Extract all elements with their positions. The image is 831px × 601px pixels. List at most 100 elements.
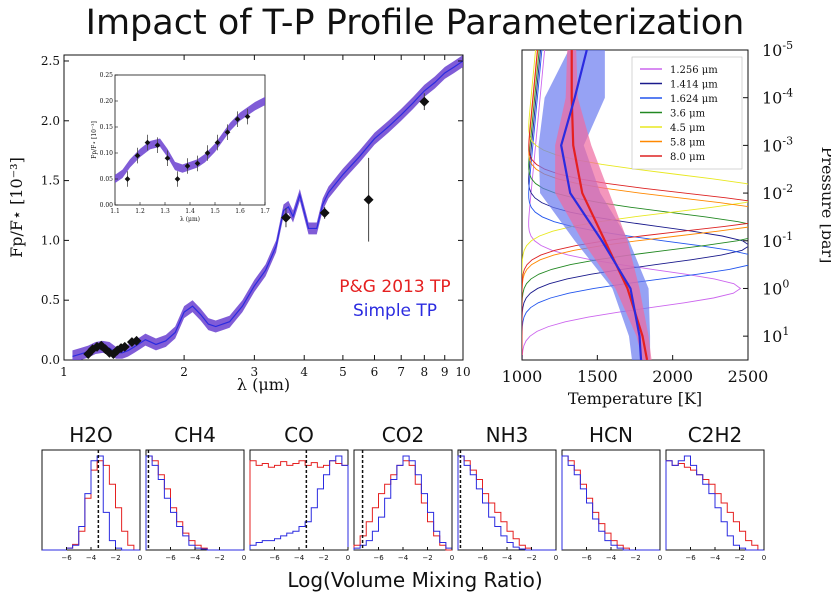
hist-x-tick-label: −2: [214, 554, 224, 562]
hist-title: C2H2: [688, 423, 742, 447]
hist-x-tick-label: −4: [710, 554, 721, 562]
hist-x-tick-label: −6: [165, 554, 176, 562]
inset-obs-point: [154, 142, 161, 149]
tp-legend-label: 3.6 μm: [670, 109, 706, 120]
tp-y-tick-label: 100: [762, 277, 789, 298]
hist-title: HCN: [589, 423, 633, 447]
x-tick-label: 2: [180, 365, 188, 379]
hist-x-tick-label: −4: [606, 554, 617, 562]
hist-x-tick-label: −4: [294, 554, 305, 562]
inset-y-tick-label: 0.25: [100, 72, 114, 79]
hist-x-tick-label: 0: [242, 554, 246, 562]
hist-x-tick-label: −6: [581, 554, 592, 562]
spectrum-frame: [63, 54, 464, 361]
inset-obs-point: [144, 139, 151, 146]
tp-x-tick-label: 1000: [502, 367, 543, 386]
tp-legend-label: 1.624 μm: [670, 94, 718, 105]
inset-x-tick-label: 1.5: [210, 208, 220, 215]
x-tick-label: 6: [371, 365, 379, 379]
x-tick-label: 7: [397, 365, 405, 379]
inset-y-tick-label: 0.15: [100, 124, 114, 131]
contribution-curve: [522, 50, 748, 360]
x-tick-label: 5: [339, 365, 347, 379]
inset-obs-point: [124, 176, 131, 182]
tp-x-axis-label: Temperature [K]: [568, 389, 702, 408]
inset-obs-point: [234, 116, 241, 123]
hist-title: NH3: [486, 423, 529, 447]
hist-title: H2O: [69, 423, 113, 447]
contribution-curve: [522, 50, 748, 360]
hist-x-tick-label: −2: [526, 554, 536, 562]
hist-blue-series: [249, 455, 349, 550]
inset-obs-point: [134, 152, 141, 159]
tp-y-tick-label: 101: [762, 325, 789, 346]
inset-obs-point: [204, 150, 211, 156]
hist-x-tick-label: 0: [762, 554, 766, 562]
hist-blue-series: [561, 455, 660, 551]
inset-x-tick-label: 1.1: [110, 208, 120, 215]
hist-x-tick-label: 0: [346, 554, 350, 562]
tp-y-tick-label: 10-4: [762, 87, 793, 108]
x-tick-label: 1: [60, 365, 68, 379]
hist-x-tick-label: 0: [450, 554, 454, 562]
inset-x-tick-label: 1.2: [135, 208, 145, 215]
inset-obs-point: [214, 139, 221, 146]
inset-y-tick-label: 0.20: [100, 98, 114, 105]
hist-blue-series: [145, 455, 244, 551]
hist-frame: [457, 449, 557, 551]
figure-title: Impact of T-P Profile Parameterization: [86, 3, 745, 43]
hist-x-tick-label: 0: [138, 554, 142, 562]
obs-point: [319, 207, 330, 218]
legend-label: Simple TP: [353, 301, 437, 321]
hist-panel-co2: CO2 −6 −4 −2 0: [353, 423, 454, 562]
hist-x-tick-label: −6: [269, 554, 280, 562]
x-axis-label: λ (μm): [237, 375, 290, 394]
tp-y-axis-label: Pressure [bar]: [818, 147, 831, 264]
inset-frame: [114, 74, 266, 206]
tp-x-tick-label: 1500: [577, 367, 618, 386]
tp-x-tick-label: 2000: [652, 367, 693, 386]
inset-y-tick-label: 0.00: [100, 202, 114, 209]
y-tick-label: 2.0: [41, 114, 60, 128]
x-tick-label: 3: [251, 365, 259, 379]
obs-point: [131, 335, 142, 346]
x-tick-label: 9: [441, 365, 449, 379]
hist-frame: [353, 449, 453, 551]
tp-legend-label: 5.8 μm: [670, 138, 706, 149]
hist-x-tick-label: −6: [61, 554, 72, 562]
hist-x-tick-label: −4: [86, 554, 97, 562]
tp-y-tick-label: 10-3: [762, 134, 793, 155]
inset-obs-point: [194, 160, 201, 167]
obs-point: [281, 212, 291, 223]
tp-legend-label: 1.256 μm: [670, 65, 718, 76]
tp-legend-label: 1.414 μm: [670, 80, 718, 91]
hist-x-tick-label: 0: [554, 554, 558, 562]
x-tick-label: 10: [455, 365, 470, 379]
hist-panel-hcn: HCN −6 −4 −2 0: [561, 423, 662, 562]
tp-legend-label: 4.5 μm: [670, 123, 706, 134]
inset-y-tick-label: 0.10: [100, 150, 114, 157]
tp-y-tick-label: 10-5: [762, 39, 793, 60]
hist-panel-ch4: CH4 −6 −4 −2 0: [145, 423, 246, 562]
hist-x-tick-label: −2: [318, 554, 328, 562]
hist-frame: [145, 449, 245, 551]
inset-obs-point: [184, 163, 191, 169]
contribution-curve: [522, 50, 748, 360]
hist-x-tick-label: −4: [190, 554, 201, 562]
hist-blue-series: [353, 455, 453, 550]
tp-legend-label: 8.0 μm: [670, 152, 706, 163]
hist-x-tick-label: −6: [685, 554, 696, 562]
tp-profile-panel: 1.256 μm 1.414 μm 1.624 μm 3.6 μm 4.5 μm 5.8 …: [502, 39, 831, 408]
hist-panel-nh3: NH3 −6 −4 −2 0: [457, 423, 558, 562]
hist-x-tick-label: 0: [658, 554, 662, 562]
hist-x-tick-label: −6: [373, 554, 384, 562]
hist-x-tick-label: −2: [630, 554, 640, 562]
inset-obs-point: [164, 155, 171, 162]
hist-x-tick-label: −2: [110, 554, 120, 562]
profile-line: [560, 50, 643, 360]
hist-x-tick-label: −6: [477, 554, 488, 562]
y-tick-label: 0.0: [41, 353, 60, 367]
hist-panel-c2h2: C2H2 −6 −4 −2 0: [665, 423, 766, 562]
